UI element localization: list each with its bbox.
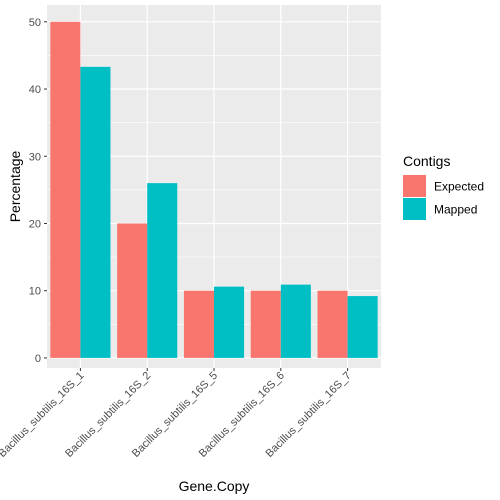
bar-expected-2 xyxy=(117,223,148,358)
bar-expected-5 xyxy=(317,290,348,358)
y-tick-label: 10 xyxy=(29,286,41,298)
y-tick-label: 20 xyxy=(29,218,41,230)
y-tick-label: 0 xyxy=(35,353,41,365)
legend-key-expected xyxy=(403,175,426,197)
bar-mapped-4 xyxy=(280,284,311,358)
bar-expected-3 xyxy=(183,290,214,358)
bars xyxy=(50,21,378,358)
bar-mapped-3 xyxy=(214,286,245,358)
y-tick-label: 30 xyxy=(29,151,41,163)
x-axis: Bacillus_subtilis_16S_1Bacillus_subtilis… xyxy=(0,368,354,460)
legend-key-mapped xyxy=(403,198,426,220)
y-tick-label: 50 xyxy=(29,17,41,29)
x-axis-title: Gene.Copy xyxy=(179,478,250,494)
bar-expected-4 xyxy=(250,290,281,358)
bar-mapped-5 xyxy=(347,296,378,358)
legend-label-mapped: Mapped xyxy=(434,203,477,217)
legend: Contigs Expected Mapped xyxy=(403,153,484,220)
bar-expected-1 xyxy=(50,21,81,358)
bar-mapped-2 xyxy=(147,183,178,358)
bar-mapped-1 xyxy=(80,66,111,358)
legend-title: Contigs xyxy=(403,153,450,169)
y-axis-title: Percentage xyxy=(7,150,23,222)
legend-label-expected: Expected xyxy=(434,180,484,194)
y-axis: 0 10 20 30 40 50 xyxy=(29,17,47,365)
y-tick-label: 40 xyxy=(29,84,41,96)
